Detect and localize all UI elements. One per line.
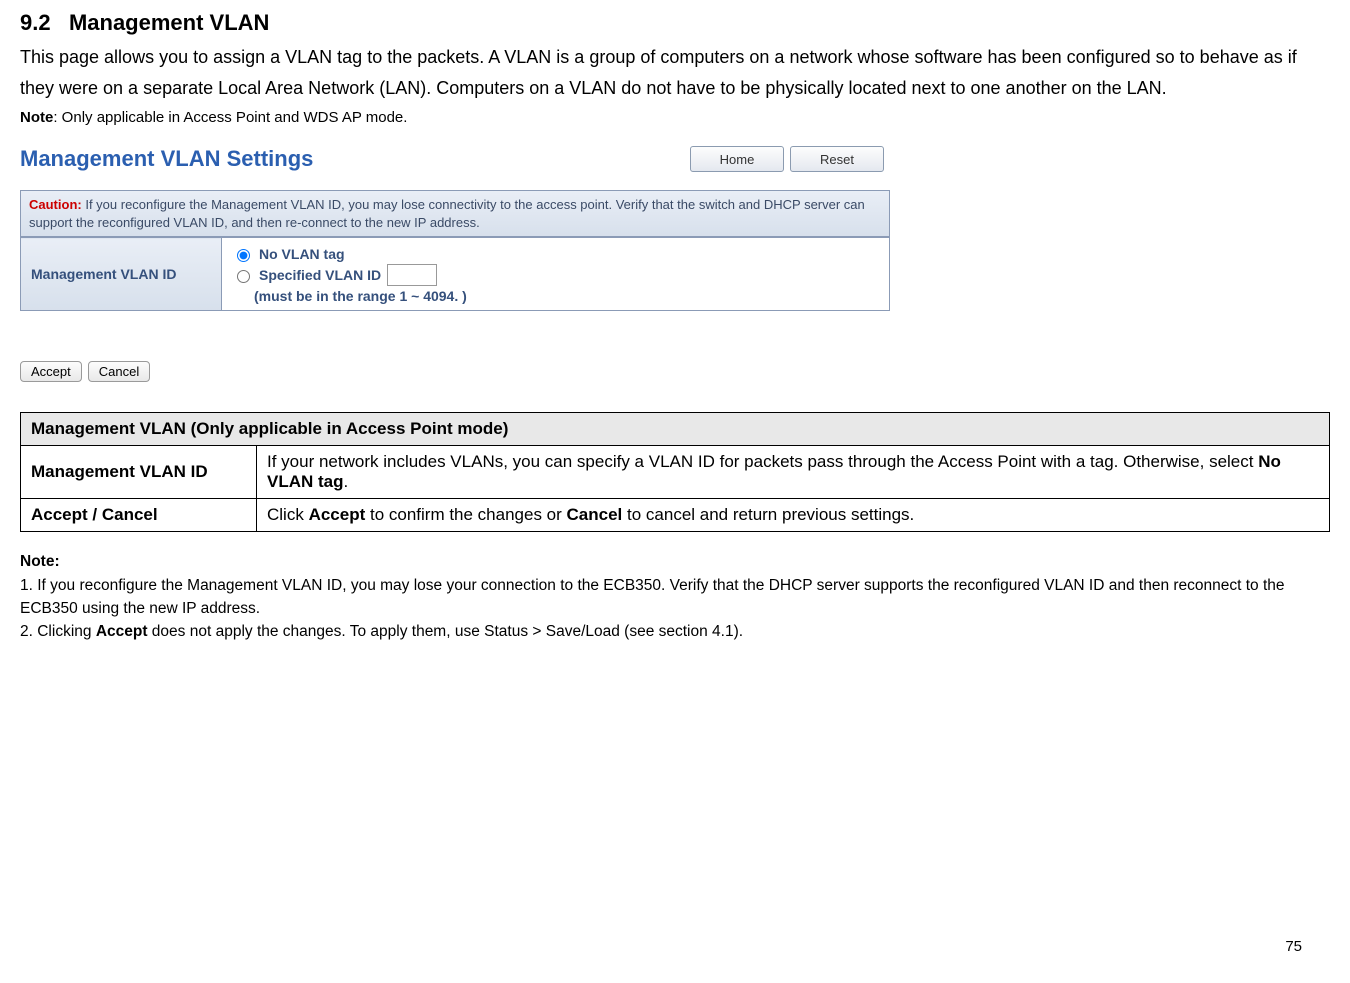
description-table: Management VLAN (Only applicable in Acce… [20, 412, 1330, 532]
section-title-text: Management VLAN [69, 10, 269, 35]
vlan-range-hint: (must be in the range 1 ~ 4094. ) [254, 288, 879, 304]
accept-button[interactable]: Accept [20, 361, 82, 382]
desc-row-label: Management VLAN ID [21, 446, 257, 499]
desc-row-label: Accept / Cancel [21, 499, 257, 532]
footnote-line2-bold: Accept [96, 623, 148, 640]
intro-paragraph: This page allows you to assign a VLAN ta… [20, 42, 1330, 103]
vlan-id-input[interactable] [387, 264, 437, 286]
settings-panel: Management VLAN Settings Home Reset Caut… [20, 146, 890, 382]
no-vlan-tag-label: No VLAN tag [259, 246, 345, 262]
footnote-line1: 1. If you reconfigure the Management VLA… [20, 577, 1285, 617]
caution-banner: Caution: If you reconfigure the Manageme… [20, 190, 890, 237]
desc-row-text: Click Accept to confirm the changes or C… [257, 499, 1330, 532]
section-number: 9.2 [20, 10, 51, 35]
desc-row-text: If your network includes VLANs, you can … [257, 446, 1330, 499]
reset-button[interactable]: Reset [790, 146, 884, 172]
footnote-line2a: 2. Clicking [20, 623, 96, 640]
specified-vlan-label: Specified VLAN ID [259, 267, 381, 283]
cancel-button[interactable]: Cancel [88, 361, 150, 382]
table-row: Management VLAN ID If your network inclu… [21, 446, 1330, 499]
desc-table-header: Management VLAN (Only applicable in Acce… [21, 413, 1330, 446]
config-row-label: Management VLAN ID [21, 238, 222, 311]
table-row: Accept / Cancel Click Accept to confirm … [21, 499, 1330, 532]
page-number: 75 [1285, 938, 1302, 955]
specified-vlan-radio[interactable] [237, 270, 250, 283]
footnote-block: Note: 1. If you reconfigure the Manageme… [20, 550, 1330, 643]
no-vlan-tag-radio[interactable] [237, 249, 250, 262]
caution-label: Caution: [29, 197, 82, 212]
footnote-head: Note: [20, 553, 60, 570]
note-text: : Only applicable in Access Point and WD… [53, 109, 407, 126]
note-label: Note [20, 109, 53, 126]
panel-title: Management VLAN Settings [20, 146, 313, 172]
section-heading: 9.2 Management VLAN [20, 10, 1330, 36]
home-button[interactable]: Home [690, 146, 784, 172]
config-row-value: No VLAN tag Specified VLAN ID (must be i… [222, 238, 890, 311]
footnote-line2b: does not apply the changes. To apply the… [148, 623, 744, 640]
config-table: Management VLAN ID No VLAN tag Specified… [20, 237, 890, 311]
caution-text: If you reconfigure the Management VLAN I… [29, 197, 865, 230]
intro-note: Note: Only applicable in Access Point an… [20, 109, 1330, 126]
